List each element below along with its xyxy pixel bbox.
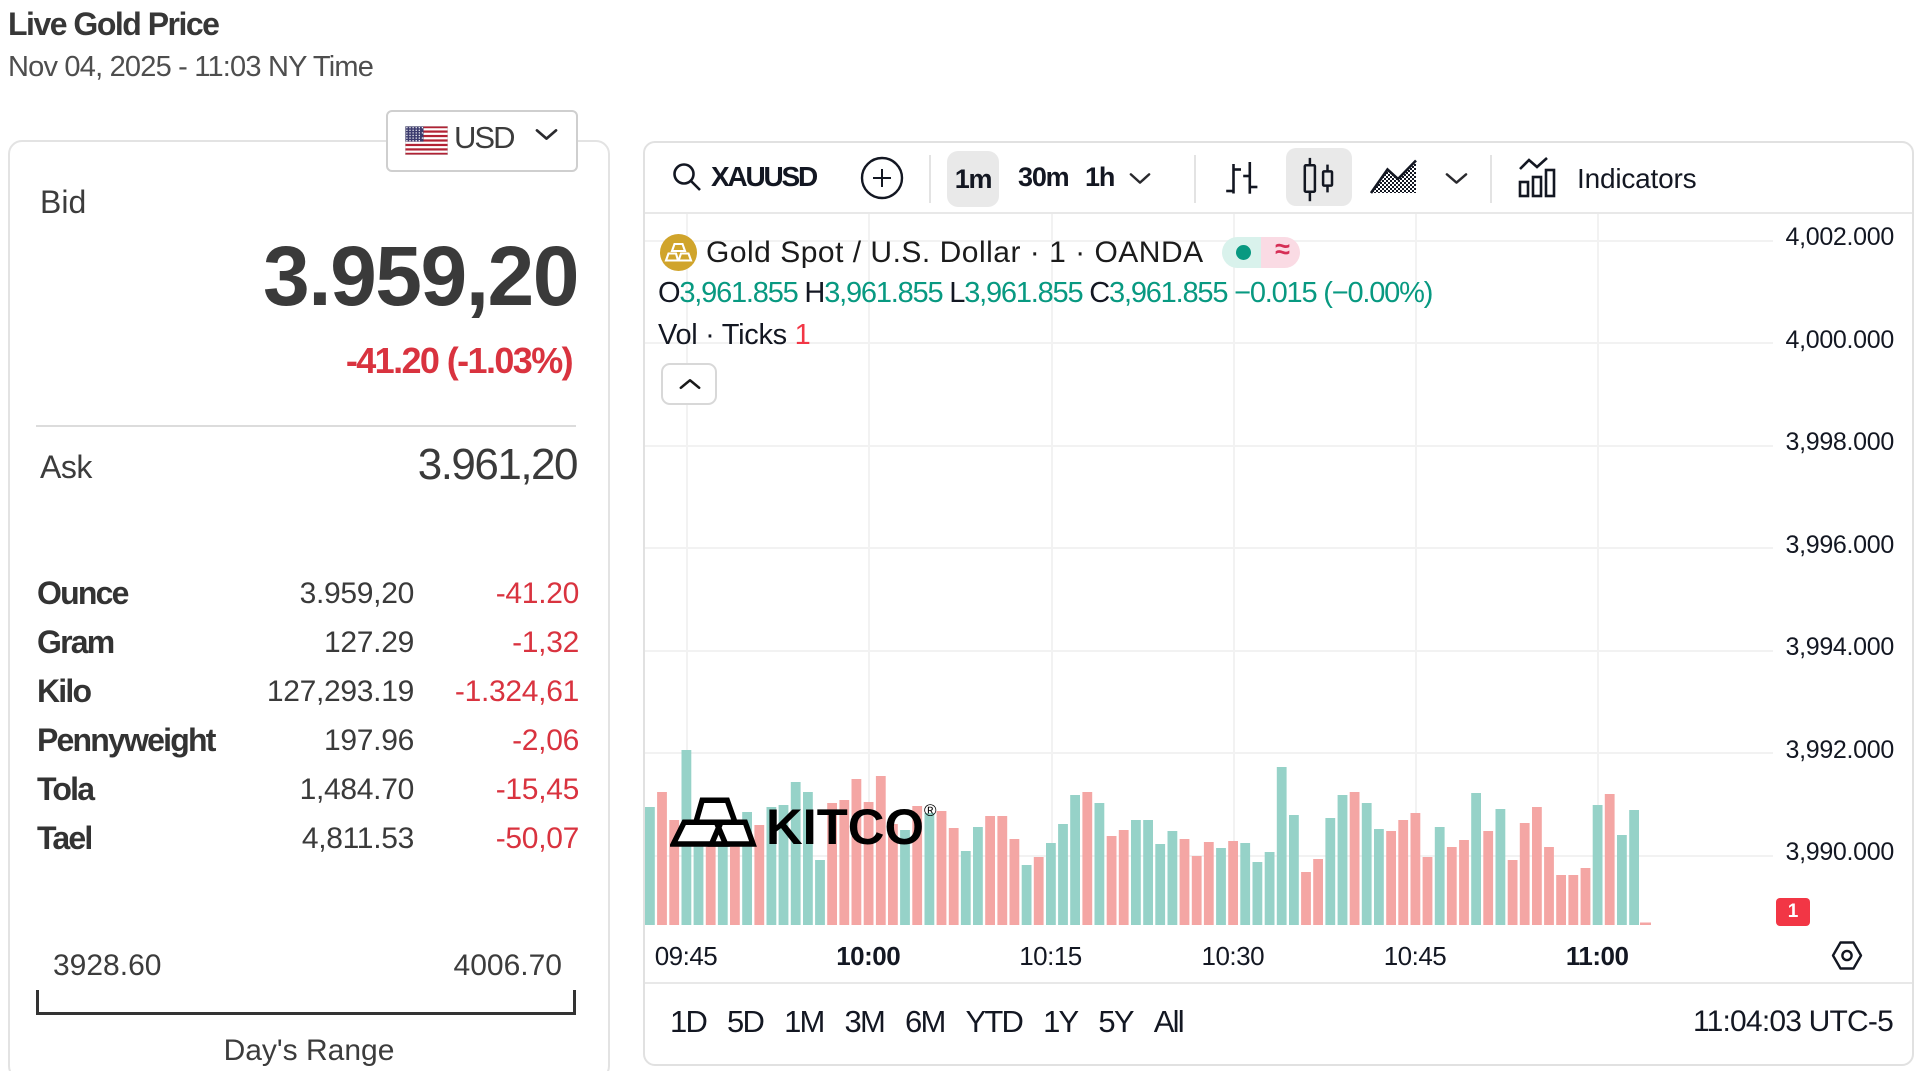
svg-text:KITCO: KITCO: [766, 799, 924, 853]
svg-text:®: ®: [924, 801, 937, 820]
